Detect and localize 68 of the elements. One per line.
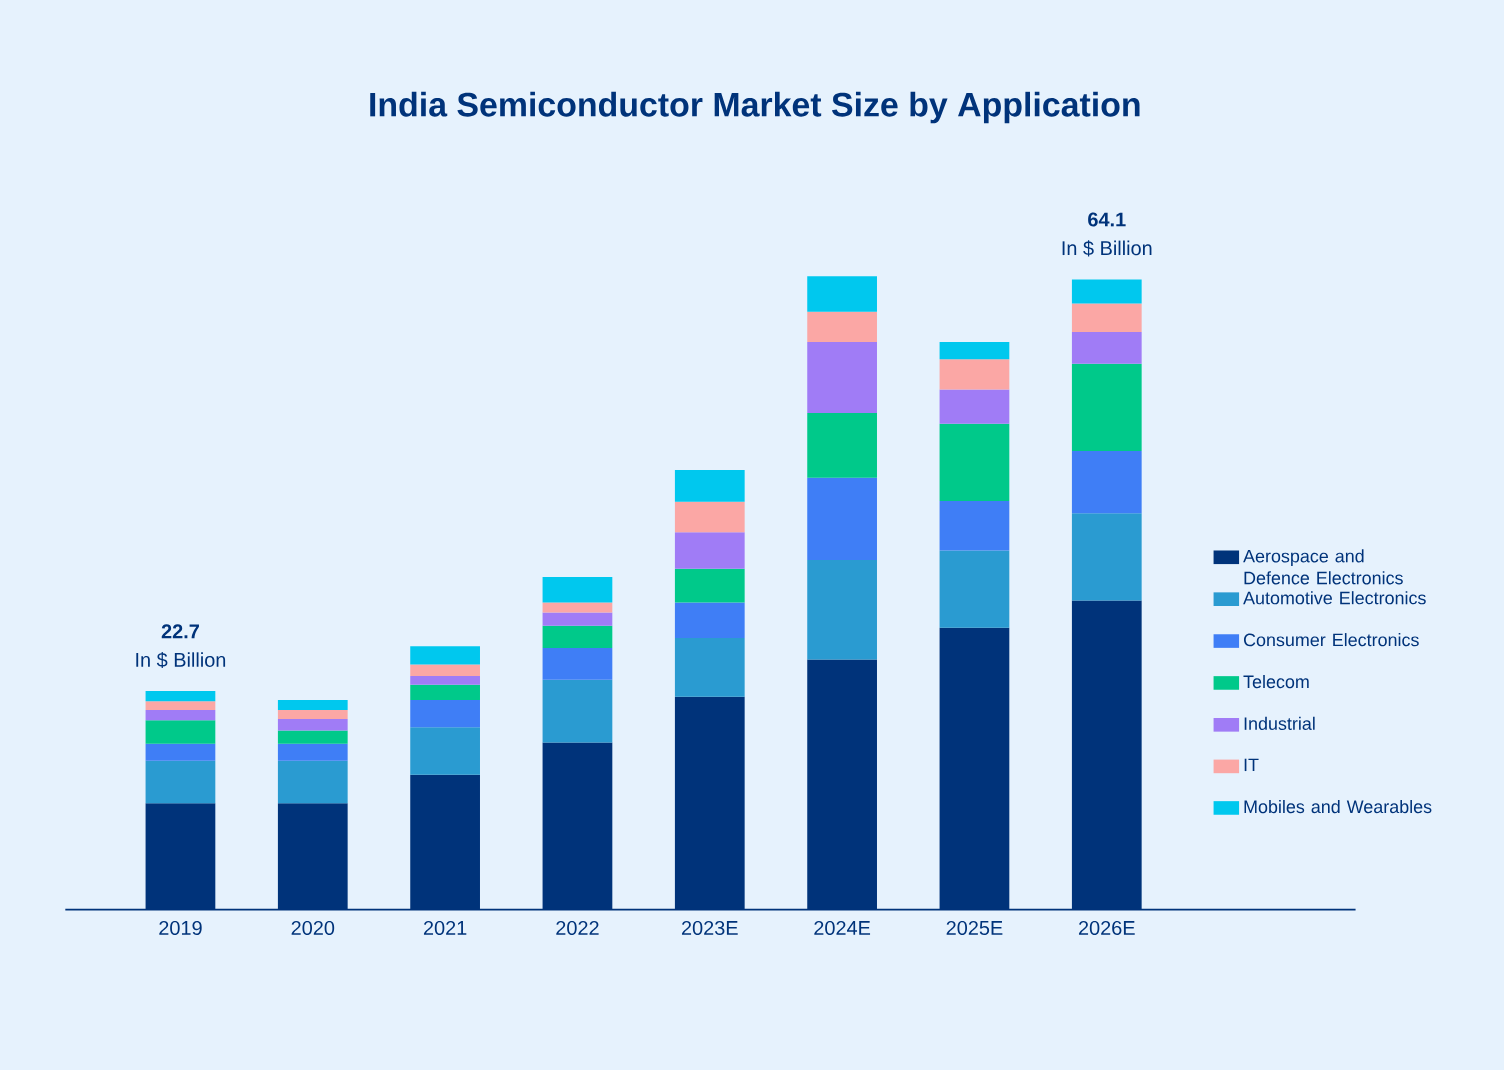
bar — [277, 699, 348, 711]
bar — [410, 646, 480, 665]
bar — [410, 684, 480, 700]
bar — [277, 760, 348, 804]
bar — [674, 532, 745, 569]
bar — [410, 699, 480, 728]
bar — [542, 577, 613, 603]
bar — [807, 559, 877, 660]
bar — [1071, 303, 1142, 332]
bar — [807, 276, 877, 312]
bar — [1071, 363, 1142, 452]
bar — [674, 501, 745, 533]
bar — [145, 760, 216, 804]
bar — [542, 679, 613, 743]
bar — [410, 727, 480, 775]
legend-label: Automotive Electronics — [1243, 591, 1426, 605]
legend-label: Mobiles and Wearables — [1244, 799, 1432, 814]
annotation: In $ Billion — [1062, 240, 1152, 257]
bar — [939, 359, 1010, 390]
bar — [1071, 513, 1142, 601]
bar — [807, 311, 877, 343]
legend-label: Telecom — [1243, 674, 1309, 689]
bar — [807, 342, 877, 414]
x-tick-label: 2023E — [681, 920, 738, 935]
bar — [939, 389, 1010, 424]
bar — [674, 568, 745, 603]
bar — [807, 477, 877, 560]
bar — [145, 701, 216, 711]
annotation: 22.7 — [161, 624, 199, 639]
legend-label: IT — [1244, 758, 1259, 772]
bar — [542, 648, 613, 680]
x-tick-label: 2026E — [1078, 920, 1135, 935]
bar — [939, 501, 1010, 551]
bar — [939, 342, 1010, 360]
bar — [542, 612, 613, 626]
chart-title: India Semiconductor Market Size by Application — [370, 91, 1140, 124]
x-tick-label: 2021 — [423, 920, 467, 935]
bar — [277, 710, 348, 719]
x-tick-label: 2020 — [291, 920, 335, 935]
bar — [674, 637, 745, 697]
bar — [939, 550, 1010, 628]
bar — [145, 691, 216, 702]
bar — [277, 743, 348, 761]
legend-label: Aerospace and Defence Electronics — [1243, 549, 1403, 585]
bar — [410, 675, 480, 685]
bar — [145, 743, 216, 761]
bar — [1071, 279, 1142, 304]
bar — [277, 730, 348, 744]
bar — [542, 602, 613, 613]
x-tick-label: 2024E — [814, 920, 871, 935]
legend-label: Consumer Electronics — [1243, 633, 1419, 647]
bar — [674, 602, 745, 638]
bar — [542, 625, 613, 649]
x-tick-label: 2022 — [556, 920, 599, 935]
bar — [674, 470, 745, 502]
x-tick-label: 2019 — [159, 920, 202, 935]
bar — [410, 664, 480, 676]
bar — [145, 710, 216, 721]
bar — [1071, 451, 1142, 514]
x-tick-label: 2025E — [946, 920, 1003, 935]
legend-label: Industrial — [1244, 716, 1315, 731]
bar — [807, 413, 877, 478]
annotation: 64.1 — [1088, 212, 1126, 227]
annotation: In $ Billion — [136, 651, 226, 669]
bar — [145, 720, 216, 744]
bar — [277, 718, 348, 731]
bar — [1071, 331, 1142, 364]
bar — [939, 423, 1010, 502]
